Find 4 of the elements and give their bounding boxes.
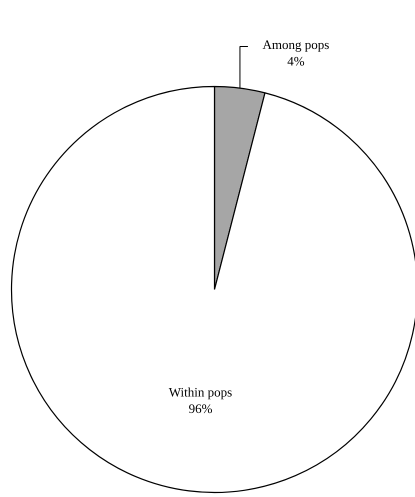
slice-label: Within pops xyxy=(168,384,232,400)
slice-label: Among pops xyxy=(262,36,330,52)
data-label: 4% xyxy=(287,53,305,68)
data-label: 96% xyxy=(188,401,213,416)
